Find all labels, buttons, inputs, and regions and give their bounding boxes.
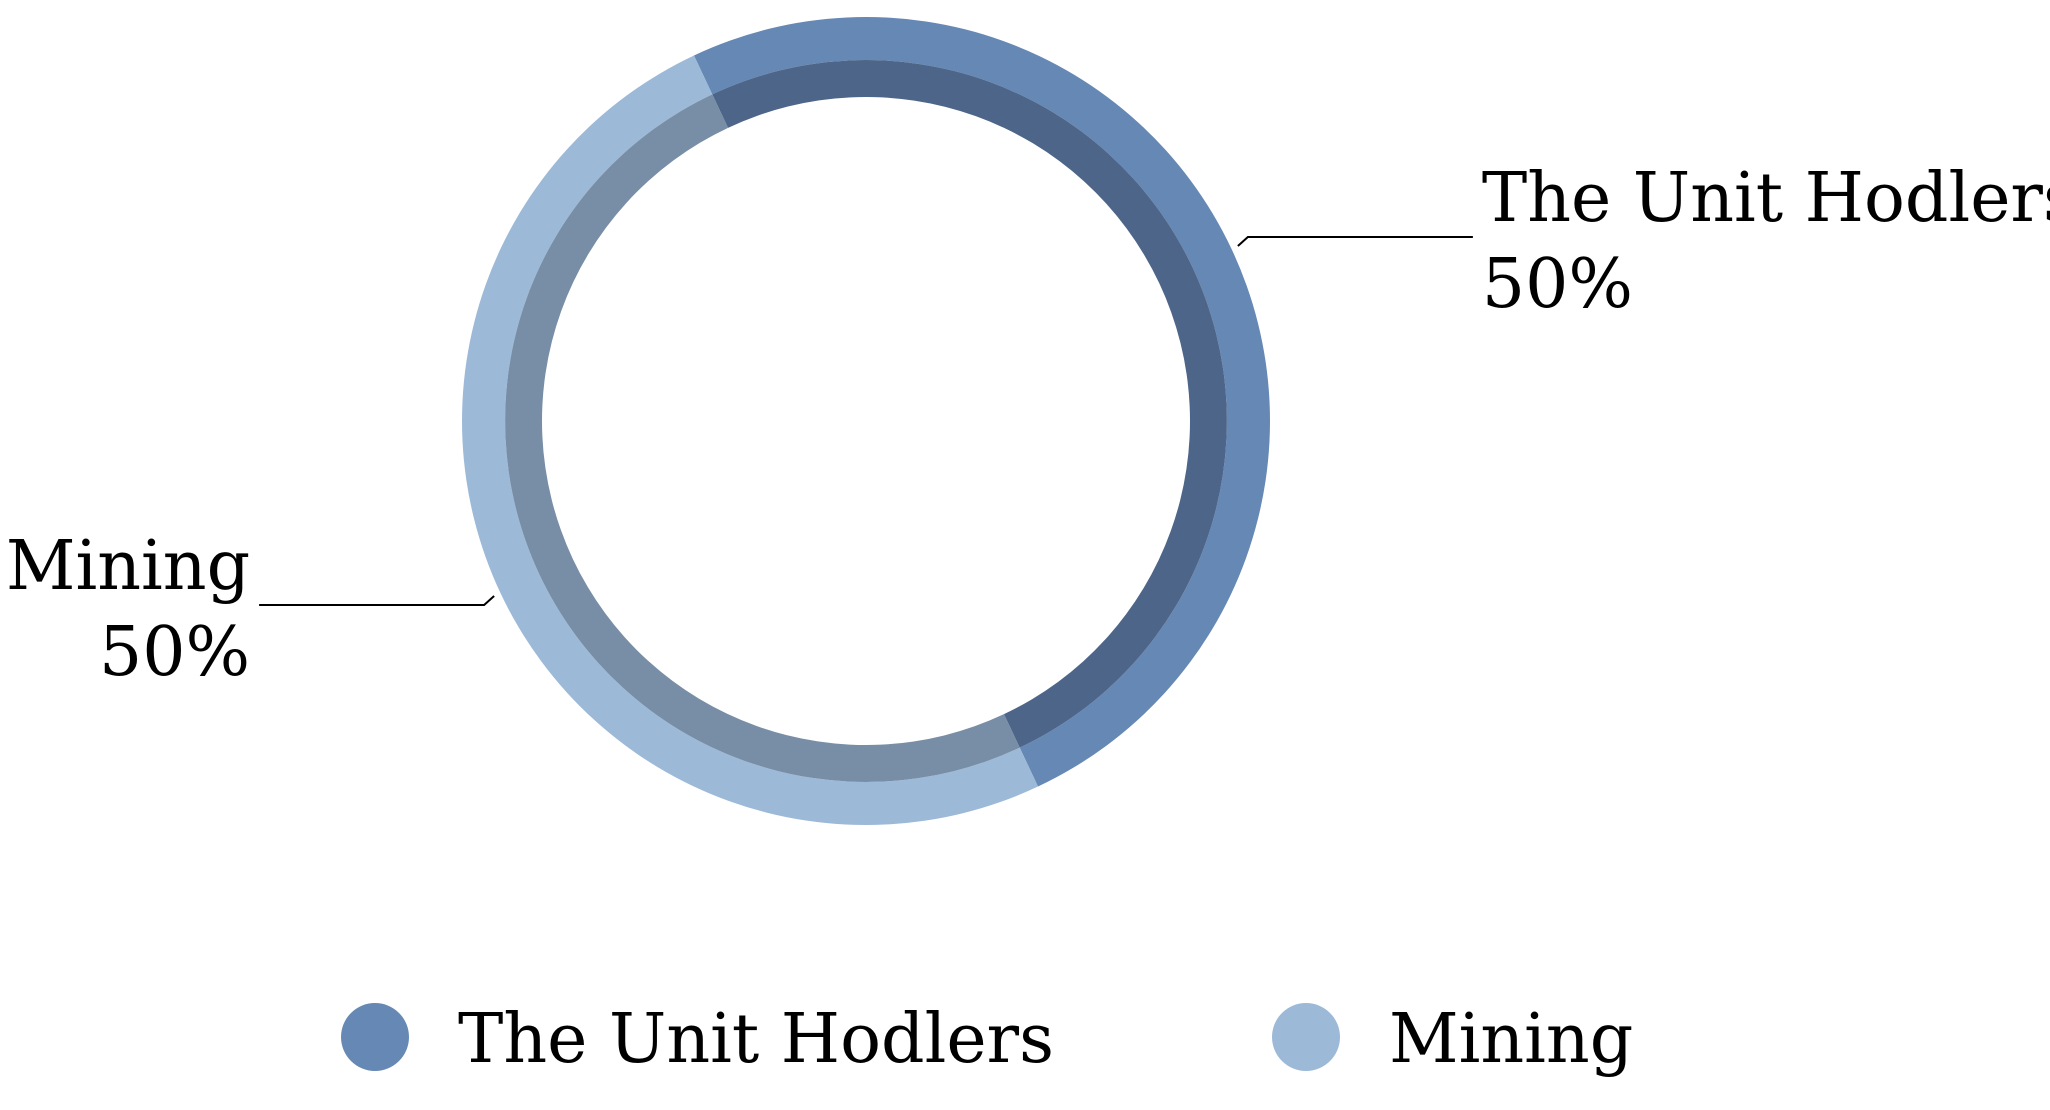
slice-percent-the-unit-hodlers: 50%	[1482, 245, 1633, 324]
slice-label-the-unit-hodlers: The Unit Hodlers	[1482, 159, 2050, 238]
legend-label-mining: Mining	[1389, 1000, 1633, 1079]
leader-line-the-unit-hodlers	[1237, 236, 1473, 247]
legend: The Unit Hodlers Mining	[341, 1000, 1633, 1079]
slices-layer	[462, 16, 1270, 825]
slice-mining	[462, 55, 1039, 825]
legend-swatch-the-unit-hodlers	[341, 1003, 409, 1071]
legend-label-the-unit-hodlers: The Unit Hodlers	[458, 1000, 1054, 1079]
slice-label-mining: Mining	[6, 527, 250, 606]
leader-line-mining	[259, 595, 495, 606]
legend-swatch-mining	[1272, 1003, 1340, 1071]
slice-percent-mining: 50%	[99, 613, 250, 692]
slice-the-unit-hodlers	[693, 16, 1270, 787]
